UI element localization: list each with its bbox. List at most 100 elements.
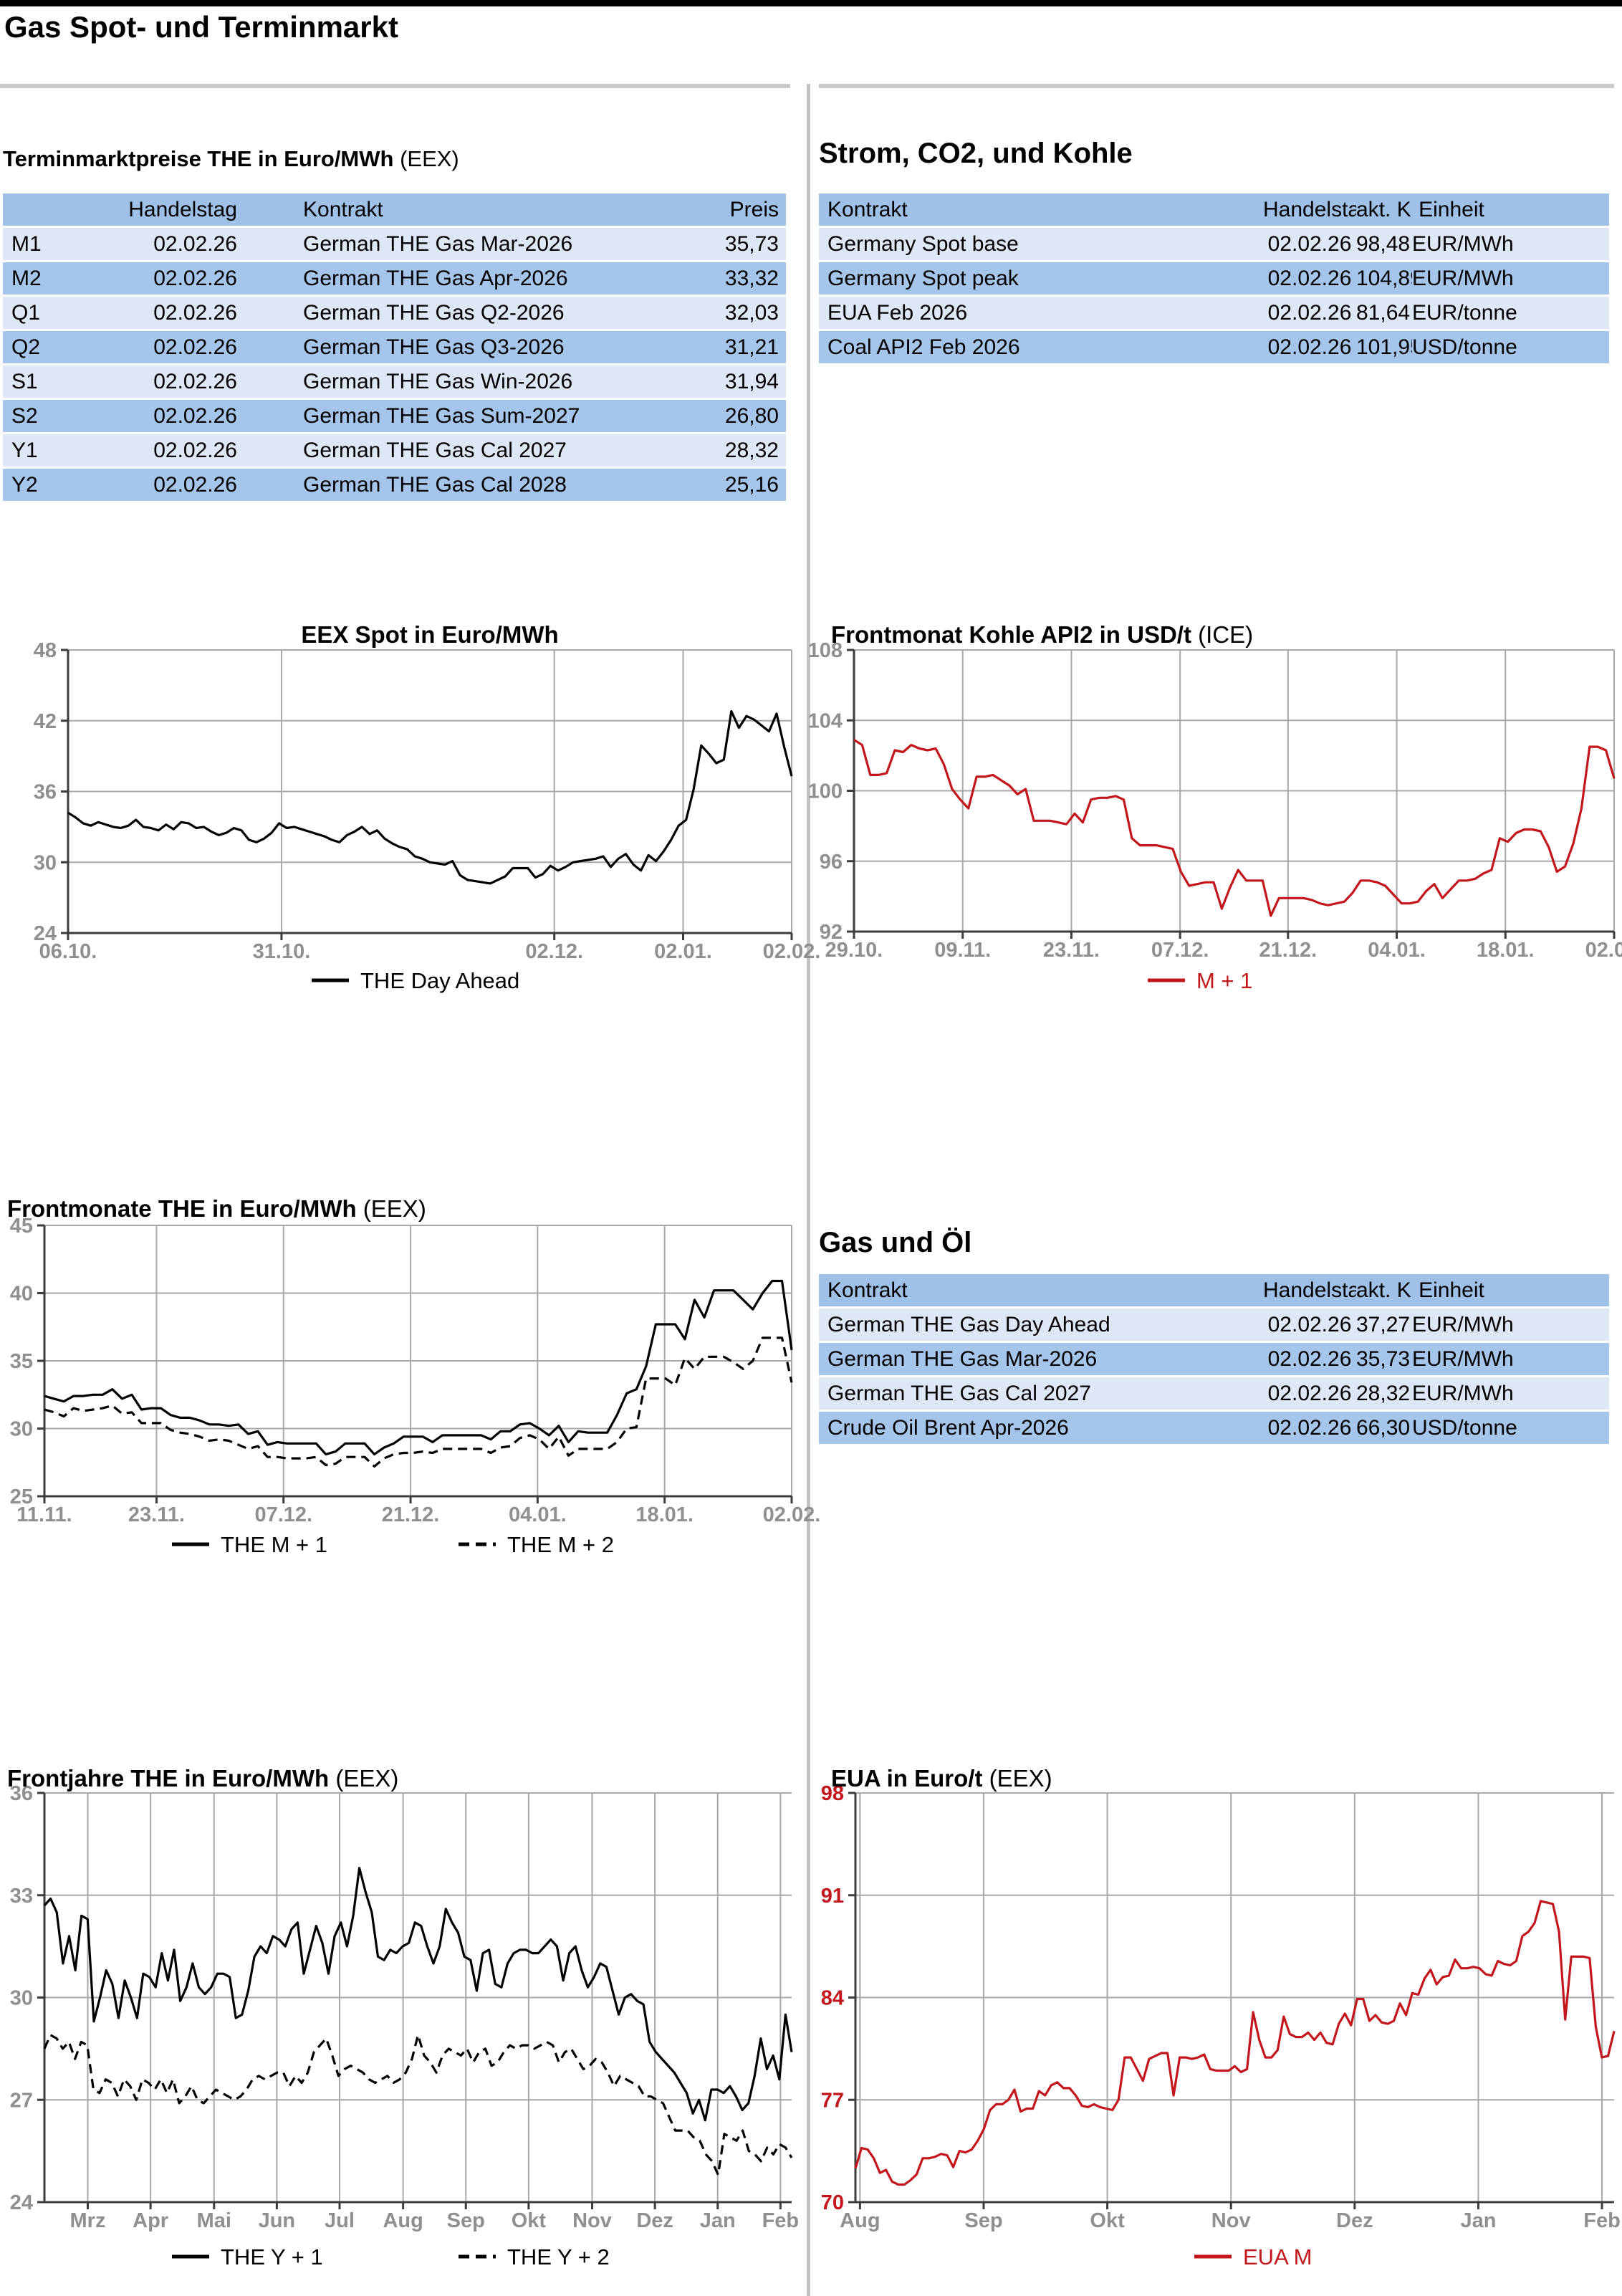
x-tick-label: Mrz [70,2209,106,2232]
y-tick-label: 24 [10,2191,33,2214]
cell: 35,73 [1356,1341,1412,1377]
table-row: Y2 02.02.26 German THE Gas Cal 2028 25,16 [3,467,786,503]
x-tick-label: 09.11. [934,939,991,962]
cell: German THE Gas Cal 2027 [241,433,632,469]
x-tick-label: Dez [636,2209,673,2232]
table-row: M2 02.02.26 German THE Gas Apr-2026 33,32 [3,261,786,297]
y-tick-label: 108 [808,639,843,662]
legend: THE Day Ahead [312,968,519,993]
table-header-row: KontraktHandelstagakt. KursEinheit [819,193,1609,228]
legend-label: M + 1 [1196,968,1252,993]
chart-title: EUA in Euro/t (EEX) [831,1765,1052,1792]
column-header: Handelstag [1263,1274,1356,1309]
legend-label: THE M + 2 [507,1532,614,1557]
cell: EUR/MWh [1412,1341,1609,1377]
legend-label: THE Y + 1 [221,2244,323,2269]
y-tick-label: 27 [10,2089,33,2112]
table-row: Germany Spot base 02.02.26 98,48 EUR/MWh [819,226,1609,262]
cell: EUR/MWh [1412,1376,1609,1412]
x-tick-label: Nov [1211,2209,1251,2232]
cell: 32,03 [632,295,786,331]
y-tick-label: 24 [34,922,57,945]
cell: 02.02.26 [66,226,241,262]
y-tick-label: 100 [808,780,843,803]
legend-label: THE Day Ahead [360,968,519,993]
section-title-terminmarkt-main: Terminmarktpreise THE in Euro/MWh [3,146,394,171]
y-tick-label: 33 [10,1885,33,1908]
y-tick-label: 35 [10,1350,33,1373]
cell: 02.02.26 [1263,1341,1356,1377]
cell: German THE Gas Win-2026 [241,364,632,400]
x-tick-label: 02.02. [763,940,821,963]
axes [848,1792,1614,2209]
cell: EUR/tonne [1412,295,1609,331]
cell: 66,30 [1356,1410,1412,1446]
cell: EUR/MWh [1412,1307,1609,1343]
axes [61,649,793,940]
x-tick-label: 07.12. [254,1503,312,1526]
cell: 02.02.26 [1263,330,1356,365]
legend-label: EUA M [1243,2244,1312,2269]
tick-labels: 25 30 35 40 45 11.11. 23.11. 07.12. 21.12. 04.01.… [10,1215,821,1526]
x-tick-label: Mai [197,2209,231,2232]
column-header: Handelstag [66,193,241,228]
legend: M + 1 [1148,968,1252,993]
cell: 02.02.26 [66,295,241,331]
tick-labels: 92 96 100 104 108 29.10. 09.11. 23.11. 07.12. 21.… [808,639,1622,962]
x-tick-label: Dez [1336,2209,1373,2232]
cell: Coal API2 Feb 2026 [819,330,1263,365]
table-row: German THE Gas Day Ahead 02.02.26 37,27 EUR… [819,1307,1609,1343]
cell: USD/tonne [1412,330,1609,365]
cell: German THE Gas Mar-2026 [241,226,632,262]
y-tick-label: 91 [821,1885,844,1908]
table-row: German THE Gas Mar-2026 02.02.26 35,73 EUR/… [819,1341,1609,1377]
x-tick-label: 23.11. [128,1503,185,1526]
gridlines [853,649,1615,932]
table-row: German THE Gas Cal 2027 02.02.26 28,32 EUR/… [819,1376,1609,1412]
terminmarkt-table-grid: Handelstag Kontrakt Preis M1 02.02.26 German … [3,193,786,503]
legend: EUA M [1194,2244,1312,2269]
cell: 02.02.26 [66,398,241,434]
cell: 37,27 [1356,1307,1412,1343]
y-tick-label: 25 [10,1486,33,1508]
terminmarkt-table: Handelstag Kontrakt Preis M1 02.02.26 German … [3,193,786,503]
axes [847,649,1616,939]
cell: German THE Gas Sum-2027 [241,398,632,434]
cell: S2 [3,398,66,434]
table-row: Coal API2 Feb 202602.02.26101,95USD/tonn… [819,330,1609,365]
series-line-eua-m [854,1900,1616,2186]
cell: EUR/MWh [1412,261,1609,297]
gas-oel-table: KontraktHandelstagakt. KursEinheitGerman… [819,1274,1609,1446]
x-tick-label: Okt [1090,2209,1125,2232]
cell: 02.02.26 [1263,1376,1356,1412]
cell: 28,32 [632,433,786,469]
x-tick-label: 04.01. [1368,939,1426,962]
y-tick-label: 45 [10,1215,33,1238]
cell: 81,64 [1356,295,1412,331]
column-header: Kontrakt [819,193,1263,228]
y-tick-label: 36 [34,781,57,804]
table-row: Q2 02.02.26 German THE Gas Q3-2026 31,21 [3,330,786,365]
tick-labels: 70 77 84 91 98 Aug Sep Okt Nov Dez Jan Feb [821,1782,1621,2232]
x-tick-label: 02.02. [1585,939,1622,962]
y-tick-label: 98 [821,1782,844,1805]
y-tick-label: 96 [820,851,843,874]
table-header-row: Handelstag Kontrakt Preis [3,193,786,228]
x-tick-label: 31.10. [253,940,311,963]
cell: German THE Gas Apr-2026 [241,261,632,297]
x-tick-label: Aug [840,2209,880,2232]
cell: German THE Gas Cal 2028 [241,467,632,503]
cell: EUA Feb 2026 [819,295,1263,331]
y-tick-label: 30 [34,851,57,874]
x-tick-label: 21.12. [1259,939,1318,962]
y-tick-label: 77 [821,2089,844,2112]
cell: 25,16 [632,467,786,503]
section-title-terminmarkt: Terminmarktpreise THE in Euro/MWh (EEX) [3,146,459,172]
table-header-row: KontraktHandelstagakt. KursEinheit [819,1274,1609,1309]
series-line-the-m-+-1 [44,1279,793,1455]
frontjahre-the-chart: 24 27 30 33 36 Mrz Apr Mai Jun Jul Aug Sep Okt Nov Dez… [7,1765,799,2269]
cell: Q1 [3,295,66,331]
cell: Crude Oil Brent Apr-2026 [819,1410,1263,1446]
cell: 35,73 [632,226,786,262]
